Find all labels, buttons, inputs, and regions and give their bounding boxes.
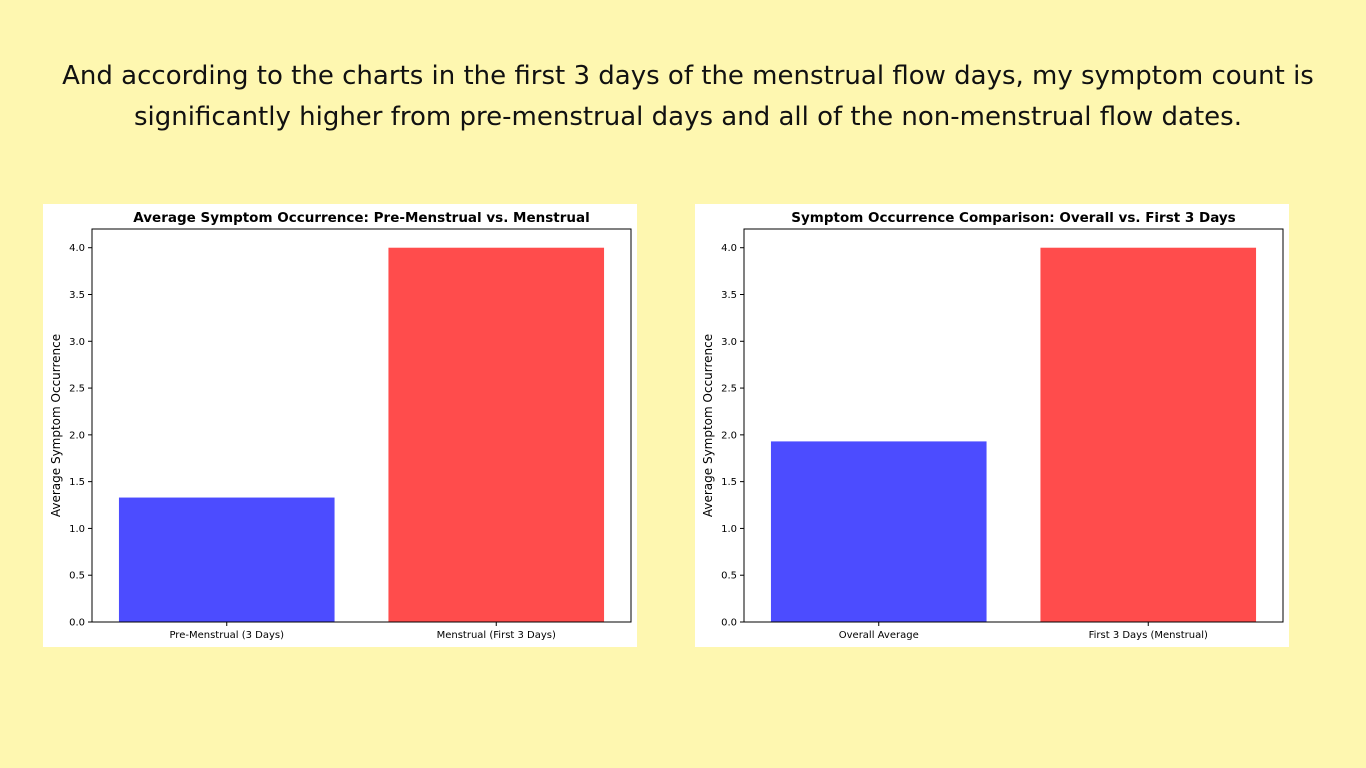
y-tick-label: 2.5 [721,384,737,395]
x-tick-label: First 3 Days (Menstrual) [1089,630,1208,641]
y-tick-label: 0.5 [69,571,85,582]
y-axis-label: Average Symptom Occurrence [49,334,63,517]
plot-frame [743,228,1284,623]
y-tick-label: 1.5 [721,477,737,488]
bar-2 [1040,247,1257,622]
chart-pre-vs-menstrual: Average Symptom Occurrence: Pre-Menstrua… [43,204,637,647]
y-tick-label: 0.0 [69,618,85,629]
bar-1 [770,441,987,622]
y-tick-label: 3.0 [721,337,737,348]
y-tick-label: 4.0 [721,243,737,254]
chart-svg-left: Average Symptom Occurrence: Pre-Menstrua… [49,210,632,641]
x-tick-label: Pre-Menstrual (3 Days) [169,630,284,641]
y-tick-label: 0.0 [721,618,737,629]
slide-headline: And according to the charts in the first… [62,61,1314,132]
plot-frame [91,228,632,623]
y-tick-label: 2.5 [69,384,85,395]
bar-1 [118,497,335,622]
chart-title: Average Symptom Occurrence: Pre-Menstrua… [133,210,589,226]
y-tick-label: 4.0 [69,243,85,254]
x-tick-label: Menstrual (First 3 Days) [437,630,556,641]
y-tick-label: 3.5 [69,290,85,301]
y-tick-label: 1.0 [721,524,737,535]
y-axis-label: Average Symptom Occurrence [701,334,715,517]
y-tick-label: 1.5 [69,477,85,488]
x-tick-label: Overall Average [839,630,919,641]
y-tick-label: 0.5 [721,571,737,582]
chart-overall-vs-first3: Symptom Occurrence Comparison: Overall v… [695,204,1289,647]
y-tick-label: 2.0 [69,430,85,441]
bar-2 [388,247,605,622]
chart-svg-right: Symptom Occurrence Comparison: Overall v… [701,210,1284,641]
y-tick-label: 3.0 [69,337,85,348]
y-tick-label: 2.0 [721,430,737,441]
y-tick-label: 3.5 [721,290,737,301]
chart-title: Symptom Occurrence Comparison: Overall v… [791,210,1235,226]
y-tick-label: 1.0 [69,524,85,535]
